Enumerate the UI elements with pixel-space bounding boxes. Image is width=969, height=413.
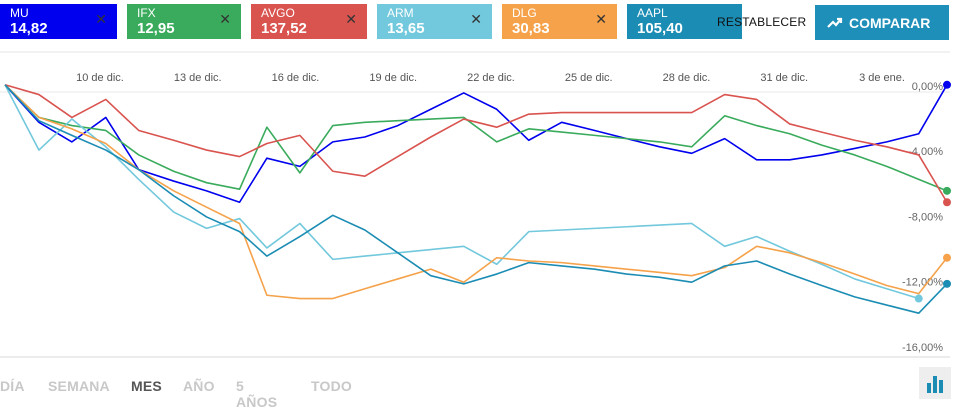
x-tick-label: 19 de dic. bbox=[369, 72, 417, 84]
range-month[interactable]: MES bbox=[131, 378, 162, 394]
chip-dlg[interactable]: DLG 30,83 ✕ bbox=[502, 4, 617, 39]
x-tick-label: 16 de dic. bbox=[272, 72, 320, 84]
close-icon[interactable]: ✕ bbox=[595, 12, 607, 28]
chip-aapl[interactable]: AAPL 105,40 bbox=[627, 4, 742, 39]
series-end-dot-ifx bbox=[943, 186, 951, 195]
chip-symbol: AAPL bbox=[637, 6, 668, 20]
series-end-dot-mu bbox=[943, 80, 951, 89]
compare-button[interactable]: COMPARAR bbox=[815, 5, 949, 40]
close-icon[interactable]: ✕ bbox=[95, 12, 107, 28]
trend-up-icon bbox=[827, 17, 843, 28]
y-tick-label: -16,00% bbox=[902, 342, 943, 354]
chip-value: 30,83 bbox=[512, 20, 550, 37]
x-tick-label: 13 de dic. bbox=[174, 72, 222, 84]
compare-label: COMPARAR bbox=[849, 14, 931, 31]
chip-value: 14,82 bbox=[10, 20, 48, 37]
chip-value: 137,52 bbox=[261, 20, 307, 37]
series-line-aapl bbox=[4, 84, 948, 315]
series-line-arm bbox=[4, 84, 919, 300]
y-tick-label: -8,00% bbox=[908, 211, 943, 223]
series-end-dot-dlg bbox=[943, 253, 951, 262]
y-tick-label: 0,00% bbox=[912, 81, 943, 93]
range-all[interactable]: TODO bbox=[311, 378, 352, 394]
comparison-chart: 10 de dic. 13 de dic. 16 de dic. 19 de dic.… bbox=[0, 51, 951, 358]
x-tick-label: 22 de dic. bbox=[467, 72, 515, 84]
chip-ifx[interactable]: IFX 12,95 ✕ bbox=[127, 4, 241, 39]
close-icon[interactable]: ✕ bbox=[219, 12, 231, 28]
chip-arm[interactable]: ARM 13,65 ✕ bbox=[377, 4, 492, 39]
y-tick-label: -4,00% bbox=[908, 146, 943, 158]
x-tick-label: 3 de ene. bbox=[859, 72, 905, 84]
series-line-avgo bbox=[4, 84, 948, 203]
y-tick-label: -12,00% bbox=[902, 277, 943, 289]
series-end-dot-aapl bbox=[943, 279, 951, 288]
close-icon[interactable]: ✕ bbox=[470, 12, 482, 28]
chip-value: 105,40 bbox=[637, 20, 683, 37]
chip-symbol: AVGO bbox=[261, 6, 295, 20]
chip-symbol: MU bbox=[10, 6, 29, 20]
x-tick-label: 28 de dic. bbox=[663, 72, 711, 84]
chip-symbol: DLG bbox=[512, 6, 537, 20]
reset-button[interactable]: RESTABLECER bbox=[717, 15, 807, 29]
chip-symbol: IFX bbox=[137, 6, 156, 20]
chip-avgo[interactable]: AVGO 137,52 ✕ bbox=[251, 4, 367, 39]
range-year[interactable]: AÑO bbox=[183, 378, 215, 394]
series-end-dot-arm bbox=[914, 294, 923, 303]
range-5-years[interactable]: 5 AÑOS bbox=[236, 378, 278, 410]
close-icon[interactable]: ✕ bbox=[345, 12, 357, 28]
chart-type-button[interactable] bbox=[919, 367, 951, 399]
series-end-dot-avgo bbox=[943, 198, 951, 207]
x-tick-label: 31 de dic. bbox=[760, 72, 808, 84]
x-tick-label: 25 de dic. bbox=[565, 72, 613, 84]
bar-chart-icon bbox=[927, 376, 943, 393]
range-day[interactable]: DÍA bbox=[0, 378, 25, 394]
chip-value: 13,65 bbox=[387, 20, 425, 37]
chip-mu[interactable]: MU 14,82 ✕ bbox=[0, 4, 117, 39]
x-tick-label: 10 de dic. bbox=[76, 72, 124, 84]
chip-value: 12,95 bbox=[137, 20, 175, 37]
series-line-ifx bbox=[4, 84, 948, 192]
range-week[interactable]: SEMANA bbox=[48, 378, 110, 394]
series-line-mu bbox=[4, 84, 948, 204]
series-line-dlg bbox=[4, 84, 948, 300]
chip-symbol: ARM bbox=[387, 6, 414, 20]
